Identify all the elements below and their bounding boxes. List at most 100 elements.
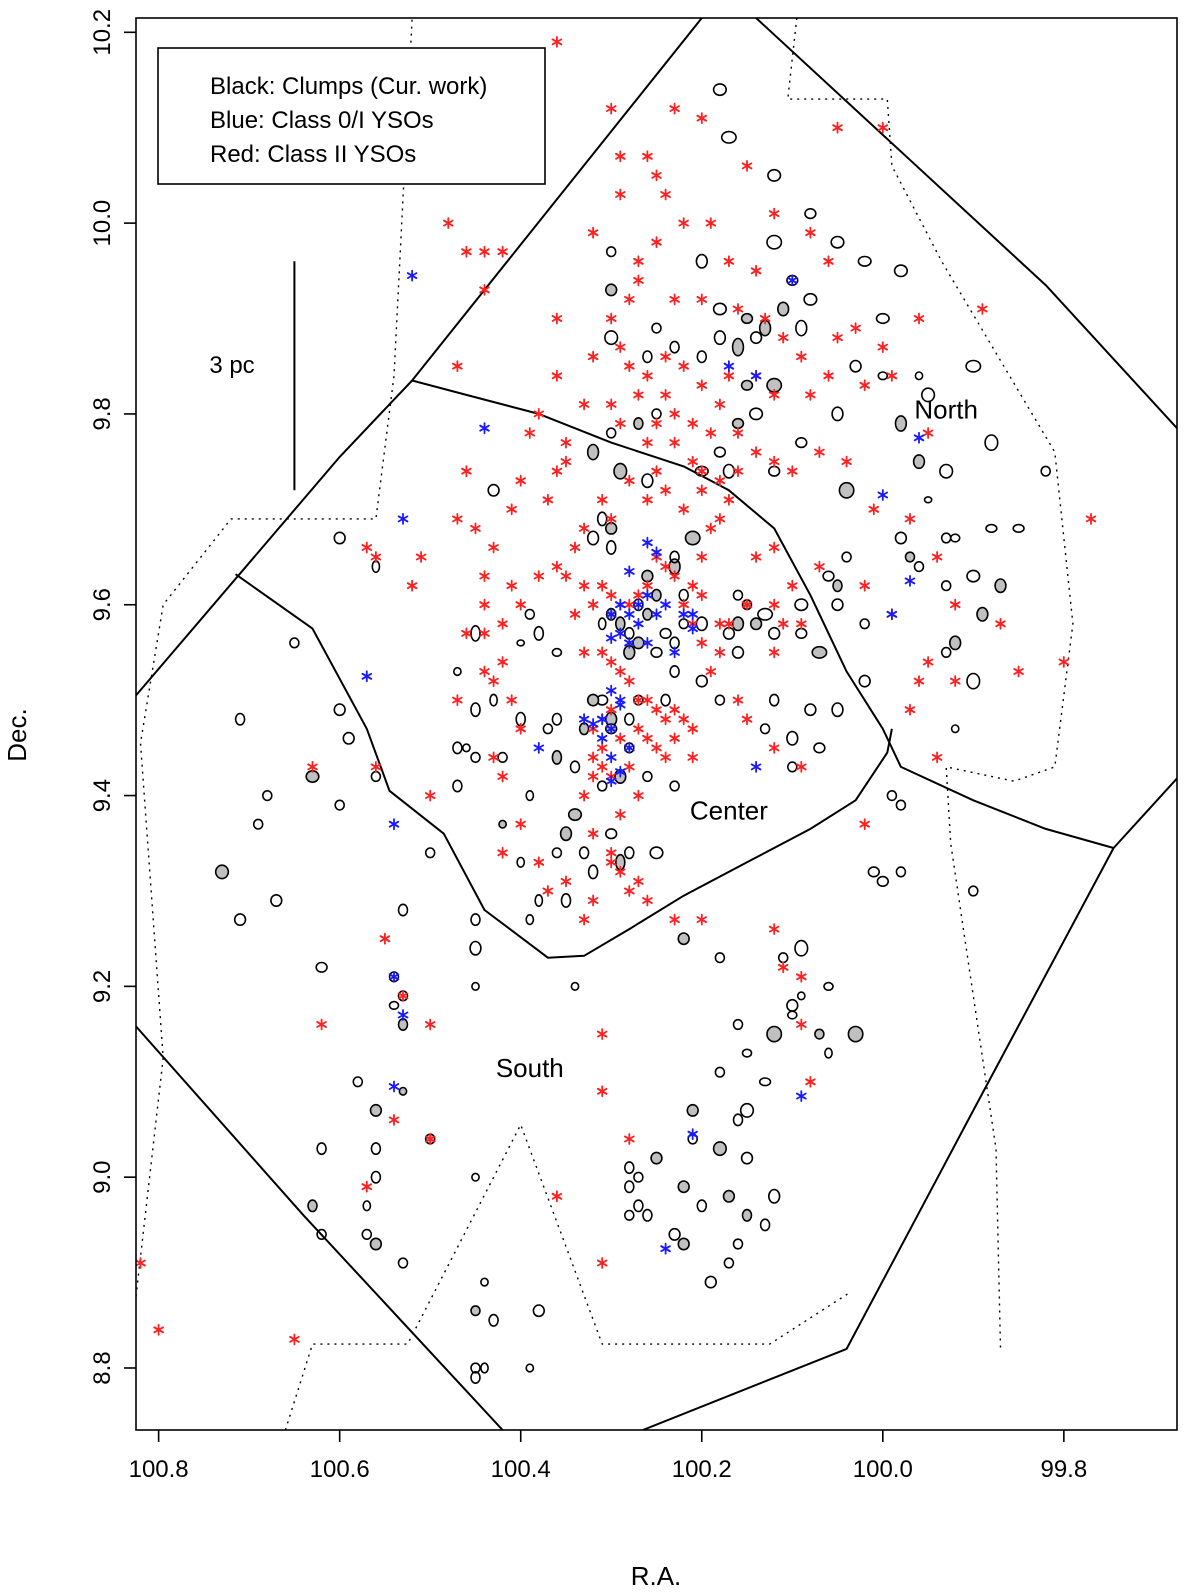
class-ii-yso-point <box>823 369 834 382</box>
clump-marker <box>516 639 526 647</box>
class-ii-yso-point <box>687 579 698 592</box>
clump-marker <box>397 903 409 917</box>
class-ii-yso-point <box>687 751 698 764</box>
class-ii-yso-point <box>778 617 789 630</box>
clump-marker <box>939 463 954 479</box>
clump-marker <box>875 312 890 325</box>
class-ii-yso-point <box>497 245 508 258</box>
clump-marker <box>741 1048 753 1058</box>
class-ii-yso-point <box>660 388 671 401</box>
clump-marker <box>362 1200 372 1212</box>
class-ii-yso-point <box>443 217 454 230</box>
clump-marker <box>867 866 880 878</box>
clump-marker <box>605 246 617 258</box>
clump-marker <box>551 847 563 859</box>
class-ii-yso-point <box>597 579 608 592</box>
clump-marker <box>623 846 635 860</box>
clump-marker <box>677 1237 690 1251</box>
class-ii-yso-point <box>678 503 689 516</box>
class-ii-yso-point <box>624 293 635 306</box>
class-ii-yso-point <box>787 465 798 478</box>
y-axis-ticks: 8.8 9.0 9.2 9.4 9.6 9.8 10.0 10.2 <box>89 9 136 1385</box>
class-ii-yso-point <box>470 522 481 535</box>
class-ii-yso-point <box>796 350 807 363</box>
clump-marker <box>731 417 745 430</box>
clump-marker <box>893 264 909 278</box>
clump-marker <box>857 255 872 267</box>
clump-marker <box>669 550 680 564</box>
x-tick-label: 100.8 <box>129 1456 189 1483</box>
clump-marker <box>723 1257 735 1269</box>
clump-marker <box>732 1238 744 1250</box>
clump-marker <box>316 1228 327 1240</box>
x-axis-label: R.A. <box>631 1561 682 1591</box>
class-01-yso-point <box>651 608 662 621</box>
clump-marker <box>776 301 790 317</box>
clump-marker <box>767 626 781 640</box>
class-ii-yso-point <box>723 493 735 506</box>
clump-marker <box>695 616 708 632</box>
clump-marker <box>586 530 600 546</box>
class-ii-yso-point <box>805 1075 816 1088</box>
class-ii-yso-point <box>696 589 707 602</box>
clump-marker <box>966 569 981 583</box>
class-ii-yso-point <box>796 761 807 773</box>
class-ii-yso-point <box>452 694 463 706</box>
clump-marker <box>252 818 264 830</box>
north-region-boundary <box>411 379 1114 849</box>
class-01-yso-point <box>388 818 400 831</box>
clump-marker <box>525 789 535 802</box>
class-ii-yso-point <box>461 245 472 258</box>
class-ii-yso-point <box>768 455 780 468</box>
class-ii-yso-point <box>615 150 626 163</box>
clump-marker <box>913 560 925 573</box>
clump-marker <box>370 1170 382 1184</box>
clumps-layer <box>214 83 1051 1385</box>
class-ii-yso-point <box>651 703 662 716</box>
clump-marker <box>731 645 745 659</box>
class-01-yso-point <box>624 608 635 621</box>
class-ii-yso-point <box>578 646 590 659</box>
y-axis-label: Dec. <box>2 708 32 761</box>
class-ii-yso-point <box>669 913 680 926</box>
clump-marker <box>633 416 644 430</box>
class-01-yso-point <box>479 422 490 435</box>
class-01-yso-point <box>606 608 617 621</box>
clump-marker <box>470 751 481 764</box>
class-ii-yso-point <box>424 789 436 802</box>
clump-marker <box>334 799 346 811</box>
class-ii-yso-point <box>479 570 490 582</box>
class-ii-yso-point <box>597 761 608 773</box>
class-ii-yso-point <box>651 169 662 182</box>
clump-marker <box>749 331 763 345</box>
class-01-yso-point <box>750 369 762 382</box>
clump-marker <box>1012 523 1025 534</box>
legend-entry-class-ii: Red: Class II YSOs <box>210 141 416 168</box>
clump-marker <box>605 539 617 555</box>
clump-marker <box>948 635 962 651</box>
class-ii-yso-point <box>551 369 563 382</box>
clump-marker <box>923 496 933 504</box>
class-ii-yso-point <box>714 474 726 487</box>
clump-marker <box>633 1199 644 1213</box>
clump-marker <box>804 703 817 717</box>
class-ii-yso-point <box>569 608 581 621</box>
class-ii-yso-point <box>922 656 934 668</box>
scale-bar: 3 pc <box>209 261 296 491</box>
class-ii-yso-point <box>560 436 572 449</box>
class-ii-yso-point <box>660 484 671 497</box>
class-ii-yso-point <box>633 274 644 287</box>
class-ii-yso-point <box>759 312 771 325</box>
clump-marker <box>976 606 989 622</box>
class-ii-yso-point <box>778 331 789 344</box>
clump-marker <box>651 322 662 334</box>
class-ii-yso-point <box>452 360 463 373</box>
survey-edge-east <box>787 18 1074 1349</box>
class-ii-yso-point <box>732 427 744 439</box>
class-ii-yso-point <box>678 360 689 373</box>
class-ii-yso-point <box>678 217 689 230</box>
clump-marker <box>388 1000 400 1011</box>
clump-marker <box>669 780 680 792</box>
x-tick-label: 100.0 <box>853 1456 913 1483</box>
class-ii-yso-point <box>651 465 662 478</box>
